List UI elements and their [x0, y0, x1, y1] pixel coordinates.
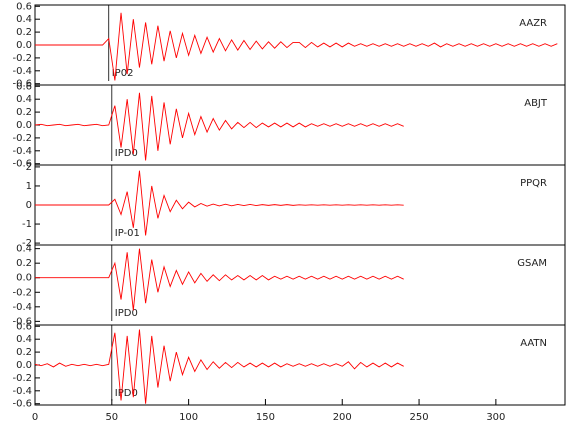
x-tick-label: 0 — [32, 412, 38, 423]
seismic-trace — [34, 92, 404, 161]
seismic-trace — [35, 248, 404, 311]
y-tick-label: 0.2 — [16, 258, 32, 269]
y-tick-label: 2 — [26, 162, 32, 173]
phase-label: IP-01 — [115, 228, 140, 239]
x-tick-label: 50 — [105, 412, 118, 423]
y-tick-label: -0.2 — [12, 53, 32, 64]
y-tick-label: 0.4 — [16, 14, 32, 25]
y-tick-label: -0.2 — [12, 133, 32, 144]
y-tick-label: 1 — [26, 181, 32, 192]
y-tick-label: 0.2 — [16, 27, 32, 38]
phase-label: IPD0 — [115, 308, 138, 319]
y-tick-label: 0 — [26, 200, 32, 211]
y-tick-label: -0.6 — [12, 79, 32, 90]
y-tick-label: -2 — [22, 238, 32, 249]
station-label: GSAM — [517, 258, 547, 269]
y-tick-label: 0.4 — [16, 334, 32, 345]
y-tick-label: -0.6 — [12, 159, 32, 170]
seismic-trace — [34, 329, 404, 404]
station-label: AAZR — [519, 18, 547, 29]
y-tick-label: 0.0 — [16, 40, 32, 51]
y-tick-label: 0.6 — [16, 321, 32, 332]
y-tick-label: -0.6 — [12, 399, 32, 410]
station-label: ABJT — [524, 98, 548, 109]
y-tick-label: -0.6 — [12, 316, 32, 327]
y-tick-label: 0.0 — [16, 360, 32, 371]
x-tick-label: 150 — [256, 412, 275, 423]
y-tick-label: 0.2 — [16, 107, 32, 118]
y-tick-label: 0.6 — [16, 81, 32, 92]
y-tick-label: 0.4 — [16, 94, 32, 105]
y-tick-label: 0.6 — [16, 1, 32, 12]
y-tick-label: -0.4 — [12, 386, 32, 397]
phase-label: IPD0 — [115, 388, 138, 399]
phase-label: IP02 — [112, 68, 134, 79]
x-tick-label: 200 — [333, 412, 352, 423]
phase-label: IPD0 — [115, 148, 138, 159]
y-tick-label: 0.0 — [16, 273, 32, 284]
x-tick-label: 300 — [486, 412, 505, 423]
y-tick-label: 0.0 — [16, 120, 32, 131]
y-tick-label: -0.4 — [12, 146, 32, 157]
y-tick-label: 0.2 — [16, 347, 32, 358]
x-tick-label: 250 — [410, 412, 429, 423]
y-tick-label: -0.2 — [12, 373, 32, 384]
x-tick-label: 100 — [179, 412, 198, 423]
y-tick-label: -0.4 — [12, 302, 32, 313]
station-label: AATN — [520, 338, 547, 349]
y-tick-label: -1 — [22, 219, 32, 230]
seismic-trace — [35, 12, 558, 81]
y-tick-label: 0.4 — [16, 244, 32, 255]
seismic-trace — [35, 170, 404, 236]
y-tick-label: -0.4 — [12, 66, 32, 77]
station-label: PPQR — [520, 178, 547, 189]
y-tick-label: -0.2 — [12, 287, 32, 298]
